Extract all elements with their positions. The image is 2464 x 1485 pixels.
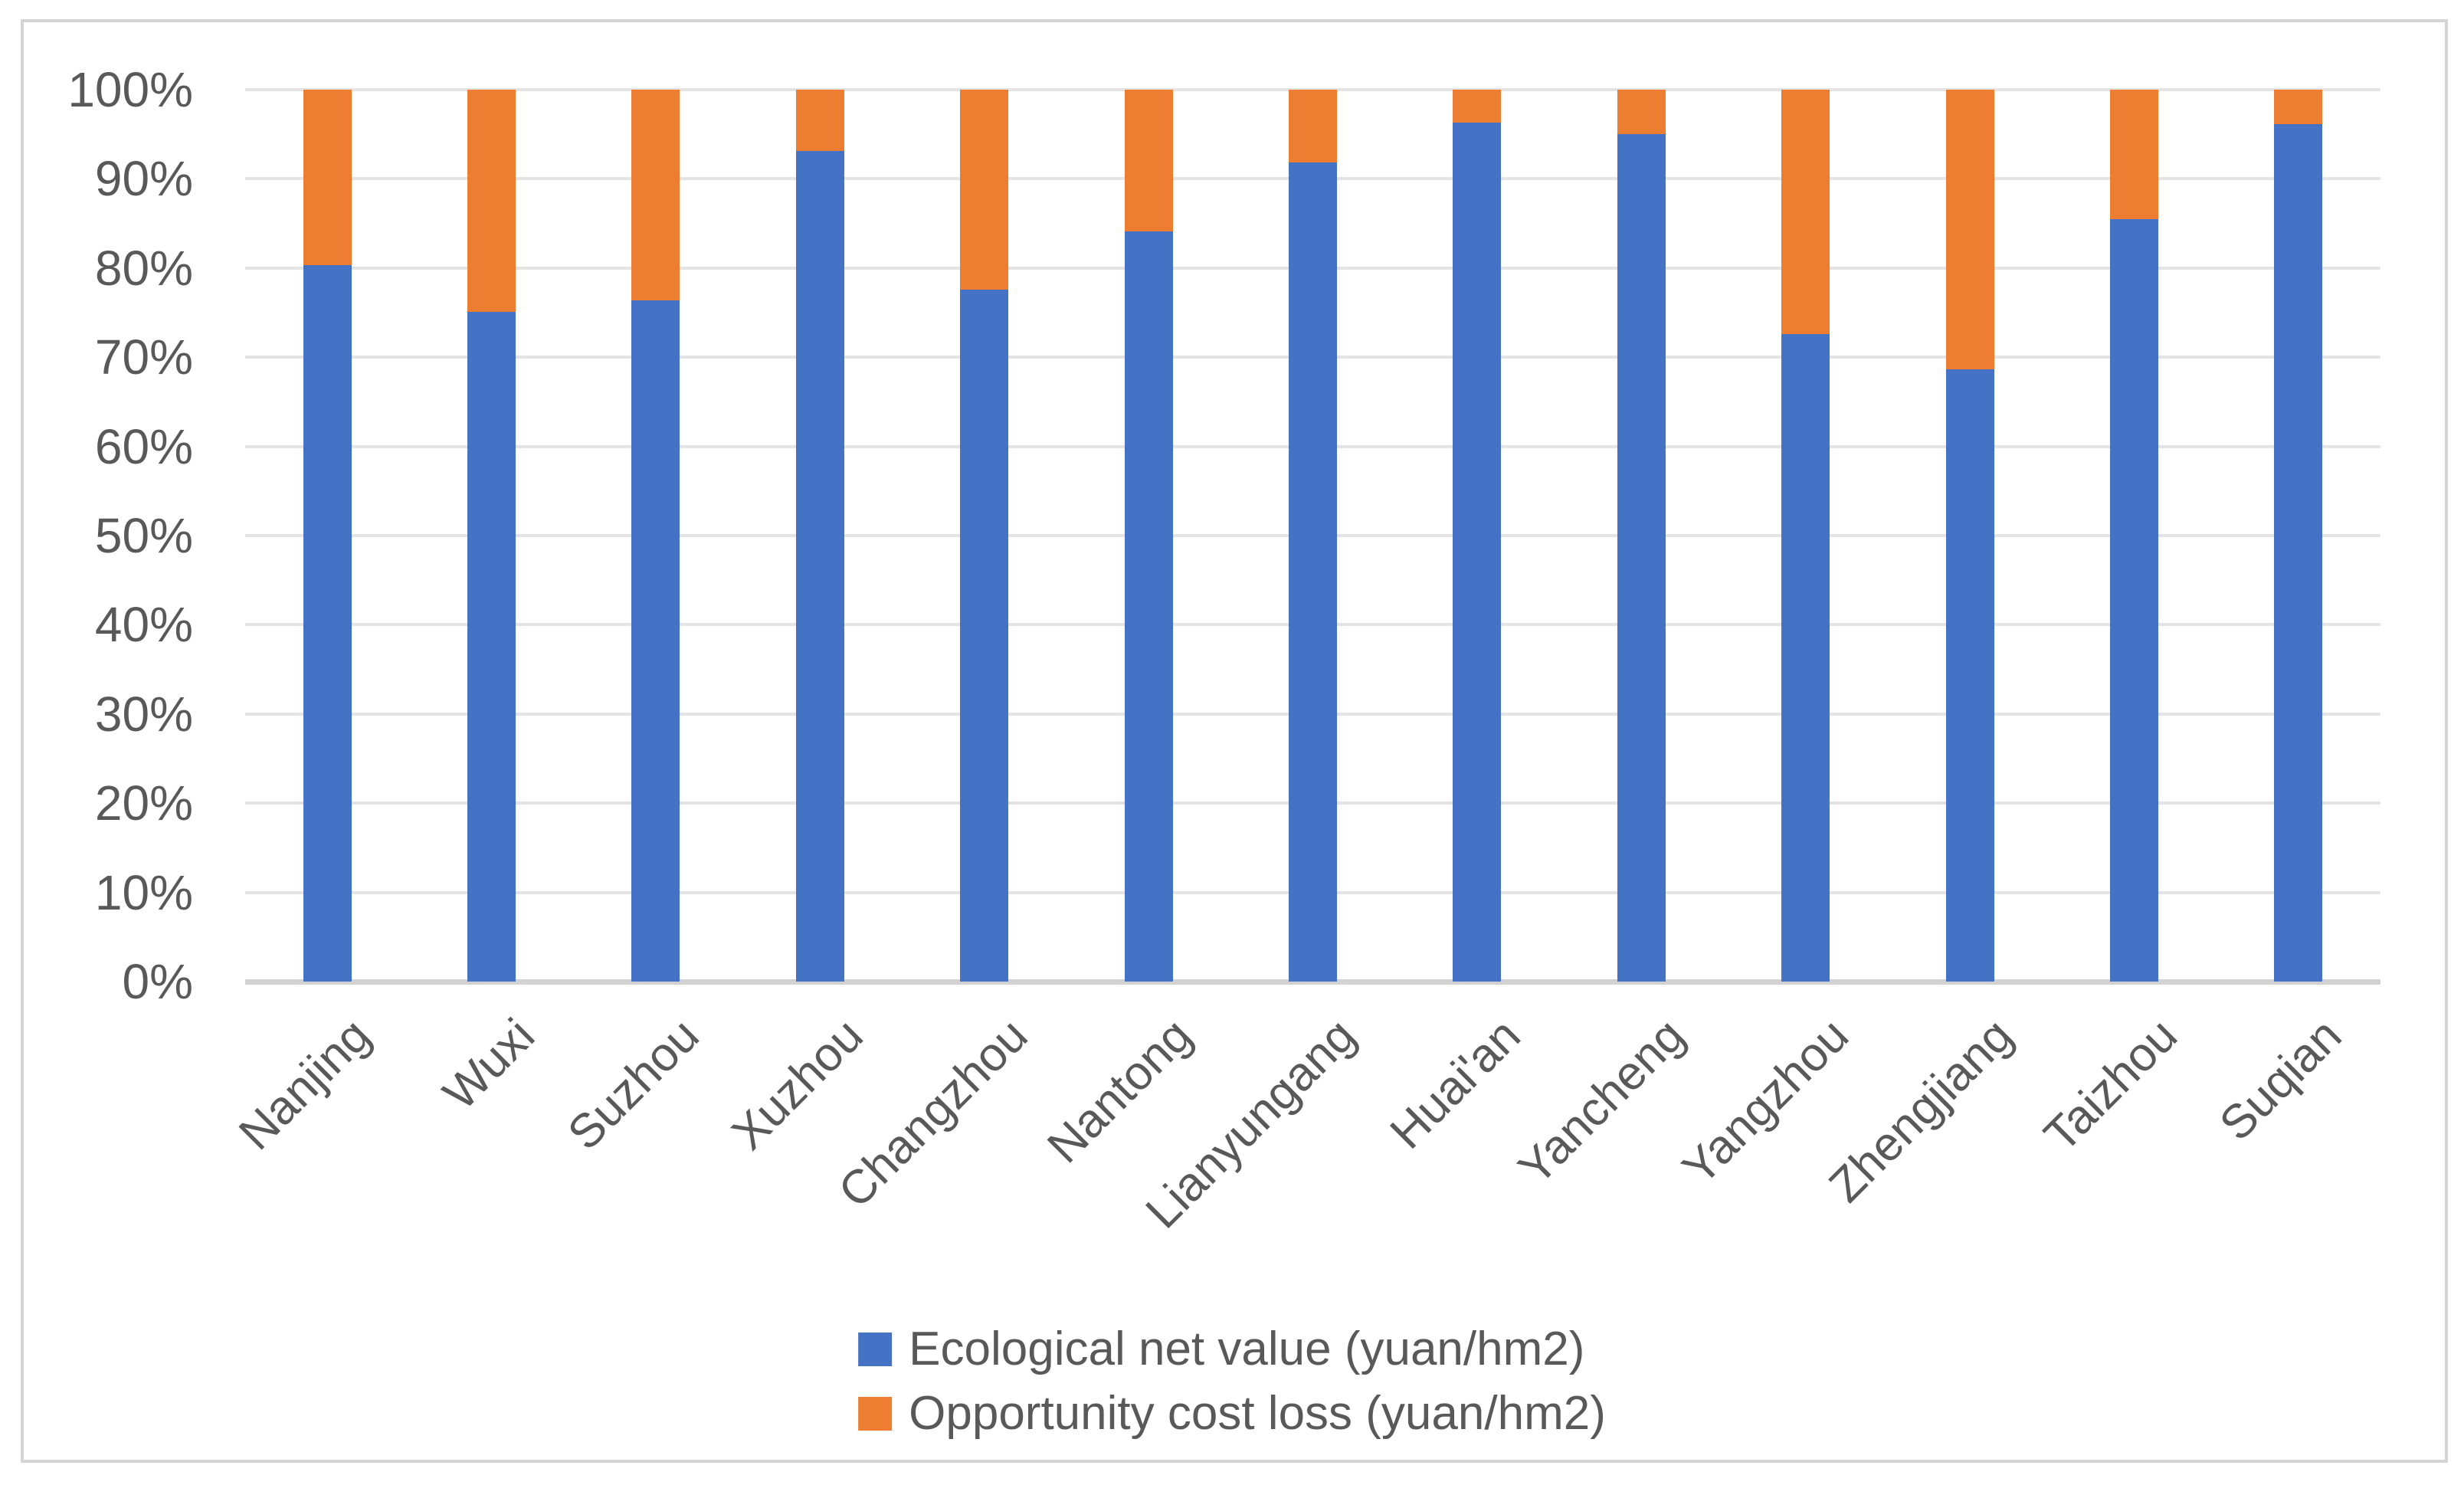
bar-group-lianyungang: [1289, 90, 1337, 982]
bar-segment-opportunity-cost-loss: [2274, 90, 2322, 124]
bar-segment-ecological-net-value: [960, 290, 1008, 982]
y-axis-tick-label: 70%: [94, 329, 193, 385]
bar-segment-opportunity-cost-loss: [1946, 90, 1994, 369]
bar-segment-ecological-net-value: [1946, 369, 1994, 982]
bar-segment-opportunity-cost-loss: [1125, 90, 1173, 231]
bar-segment-ecological-net-value: [2110, 219, 2158, 982]
y-axis-tick-label: 40%: [94, 597, 193, 652]
bar-segment-opportunity-cost-loss: [1289, 90, 1337, 162]
y-axis-tick-label: 90%: [94, 151, 193, 206]
y-axis-tick-label: 20%: [94, 775, 193, 831]
bar-segment-ecological-net-value: [1125, 231, 1173, 982]
bar-segment-ecological-net-value: [303, 265, 352, 982]
bar-segment-opportunity-cost-loss: [960, 90, 1008, 290]
bar-group-huaian: [1453, 90, 1501, 982]
bar-group-suqian: [2274, 90, 2322, 982]
legend: Ecological net value (yuan/hm2) Opportuni…: [858, 1324, 1606, 1439]
bar-segment-ecological-net-value: [796, 151, 844, 982]
bar-group-nantong: [1125, 90, 1173, 982]
bar-segment-ecological-net-value: [2274, 124, 2322, 982]
bar-group-suzhou: [631, 90, 680, 982]
bar-group-nanjing: [303, 90, 352, 982]
bar-segment-opportunity-cost-loss: [2110, 90, 2158, 219]
legend-label: Ecological net value (yuan/hm2): [909, 1323, 1585, 1375]
bar-segment-opportunity-cost-loss: [796, 90, 844, 151]
y-axis-tick-label: 60%: [94, 419, 193, 474]
bar-group-wuxi: [467, 90, 516, 982]
legend-color-swatch-icon: [858, 1333, 893, 1366]
bar-segment-opportunity-cost-loss: [303, 90, 352, 265]
bar-segment-opportunity-cost-loss: [1453, 90, 1501, 123]
legend-item: Opportunity cost loss (yuan/hm2): [858, 1388, 1606, 1439]
bar-segment-ecological-net-value: [631, 300, 680, 982]
bar-segment-opportunity-cost-loss: [1781, 90, 1830, 334]
bar-group-yangzhou: [1781, 90, 1830, 982]
y-axis-tick-label: 30%: [94, 687, 193, 742]
y-axis-tick-label: 100%: [67, 62, 193, 117]
legend-item: Ecological net value (yuan/hm2): [858, 1324, 1584, 1375]
y-axis-tick-label: 50%: [94, 508, 193, 563]
chart-frame: [21, 19, 2448, 1463]
bar-segment-ecological-net-value: [1289, 162, 1337, 982]
bar-segment-opportunity-cost-loss: [467, 90, 516, 312]
y-axis-tick-label: 10%: [94, 865, 193, 920]
bar-segment-ecological-net-value: [1781, 334, 1830, 982]
bar-group-taizhou: [2110, 90, 2158, 982]
bar-segment-ecological-net-value: [1453, 123, 1501, 982]
legend-color-swatch-icon: [858, 1397, 893, 1431]
bar-segment-opportunity-cost-loss: [631, 90, 680, 300]
y-axis-tick-label: 0%: [122, 954, 194, 1009]
bar-group-yancheng: [1617, 90, 1666, 982]
x-axis-line: [245, 979, 2380, 985]
bar-group-changzhou: [960, 90, 1008, 982]
bar-segment-ecological-net-value: [467, 312, 516, 982]
legend-label: Opportunity cost loss (yuan/hm2): [909, 1387, 1606, 1440]
bar-segment-opportunity-cost-loss: [1617, 90, 1666, 134]
bar-group-zhengjiang: [1946, 90, 1994, 982]
bar-group-xuzhou: [796, 90, 844, 982]
y-axis-tick-label: 80%: [94, 241, 193, 296]
bar-segment-ecological-net-value: [1617, 134, 1666, 982]
